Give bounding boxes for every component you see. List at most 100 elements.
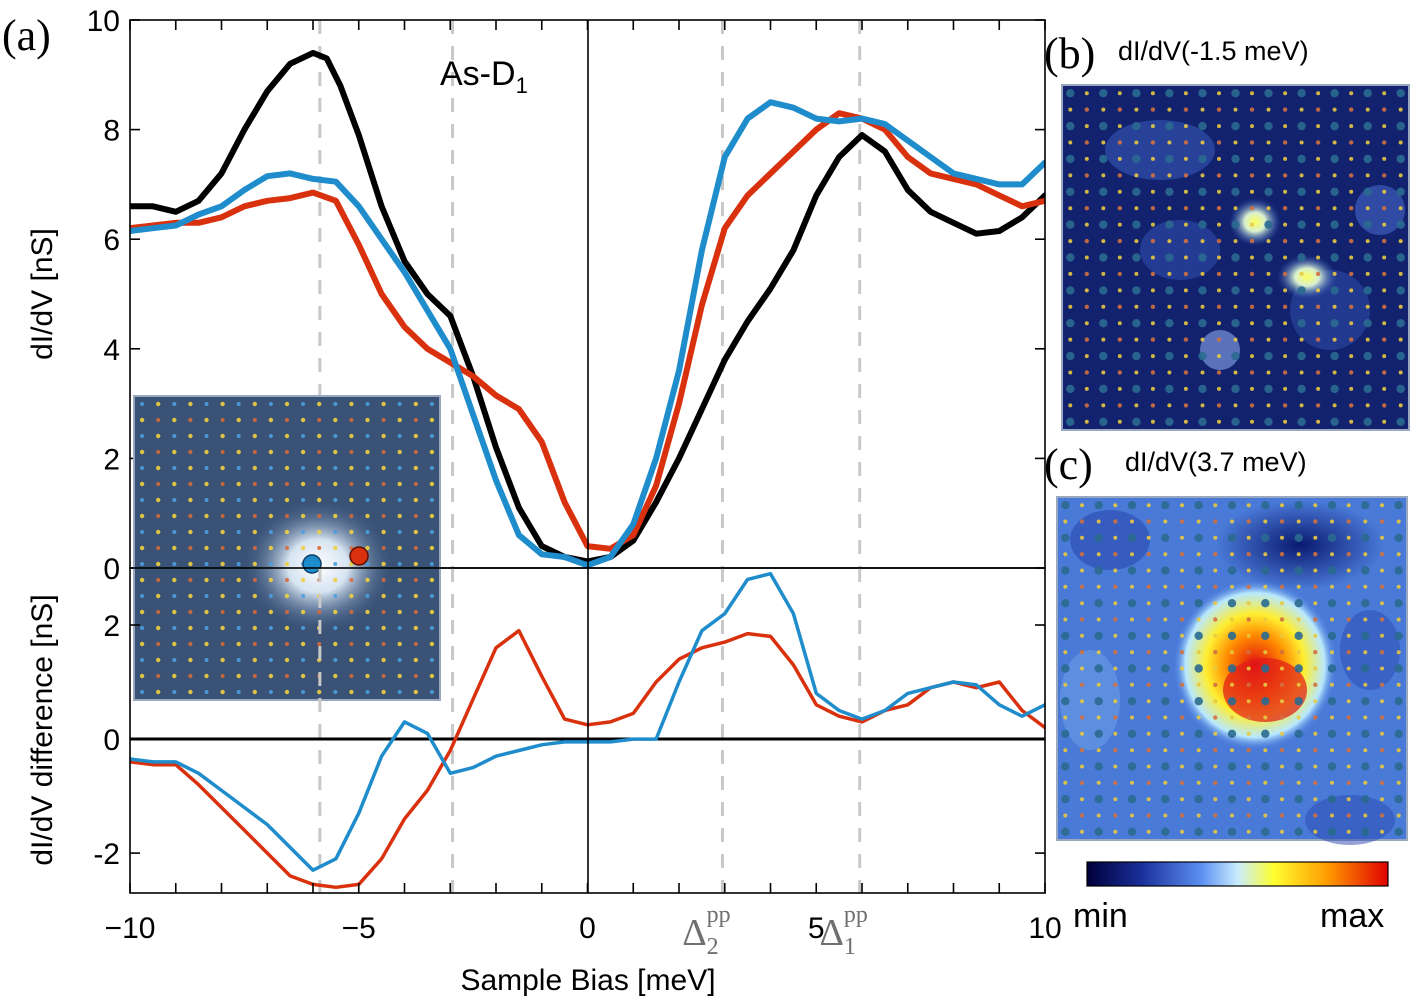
lattice-atom bbox=[1134, 370, 1139, 375]
lattice-atom bbox=[1299, 403, 1304, 408]
lattice-atom bbox=[1396, 286, 1405, 295]
lattice-atom bbox=[1196, 650, 1201, 655]
lattice-atom bbox=[429, 690, 434, 694]
lattice-atom bbox=[1363, 286, 1372, 295]
lattice-atom bbox=[1349, 321, 1354, 326]
lattice-atom bbox=[381, 578, 386, 582]
lattice-atom bbox=[1346, 650, 1351, 655]
lattice-atom bbox=[397, 690, 402, 694]
lattice-atom bbox=[1313, 535, 1318, 540]
lattice-atom bbox=[381, 657, 386, 663]
lattice-atom bbox=[1066, 220, 1075, 229]
xtick-label: 5 bbox=[808, 912, 825, 945]
lattice-atom bbox=[204, 402, 209, 406]
lattice-atom bbox=[268, 402, 273, 406]
lattice-atom bbox=[1282, 107, 1288, 112]
lattice-atom bbox=[1194, 501, 1203, 510]
lattice-atom bbox=[1146, 519, 1151, 524]
lattice-atom bbox=[1313, 552, 1318, 557]
lattice-atom bbox=[349, 529, 354, 535]
lattice-atom bbox=[1216, 337, 1222, 342]
lattice-atom bbox=[1213, 503, 1218, 508]
lattice-atom bbox=[236, 545, 241, 551]
lattice-atom bbox=[429, 417, 435, 423]
lattice-atom bbox=[1316, 354, 1321, 359]
lattice-atom bbox=[397, 641, 402, 647]
lattice-atom bbox=[1346, 503, 1351, 508]
lattice-atom bbox=[236, 498, 241, 502]
lattice-atom bbox=[1315, 140, 1321, 145]
lattice-atom bbox=[140, 530, 145, 534]
lattice-atom bbox=[1113, 666, 1118, 671]
lattice-atom bbox=[1179, 748, 1185, 753]
lattice-atom bbox=[1163, 748, 1168, 753]
lattice-atom bbox=[204, 673, 209, 679]
lattice-atom bbox=[1316, 255, 1321, 260]
lattice-atom bbox=[1382, 288, 1387, 293]
lattice-atom bbox=[1346, 617, 1351, 622]
lattice-atom bbox=[204, 417, 209, 423]
lattice-atom bbox=[1263, 748, 1268, 753]
lattice-atom bbox=[1249, 403, 1255, 408]
lattice-atom bbox=[1213, 666, 1218, 671]
lattice-atom bbox=[1294, 566, 1303, 575]
top-ytick-label: 2 bbox=[103, 443, 120, 476]
lattice-atom bbox=[1349, 156, 1354, 161]
lattice-atom bbox=[284, 497, 290, 503]
lattice-atom bbox=[1061, 795, 1070, 804]
lattice-atom bbox=[172, 609, 177, 615]
lattice-atom bbox=[333, 417, 338, 423]
lattice-atom bbox=[1294, 697, 1303, 706]
lattice-atom bbox=[1297, 89, 1306, 98]
lattice-atom bbox=[172, 449, 177, 455]
lattice-atom bbox=[1099, 253, 1108, 262]
lattice-atom bbox=[1330, 682, 1334, 687]
lattice-atom bbox=[1150, 354, 1155, 359]
lattice-atom bbox=[301, 690, 306, 694]
lattice-atom bbox=[1099, 319, 1108, 328]
lattice-atom bbox=[1315, 370, 1321, 375]
lattice-atom bbox=[413, 497, 418, 503]
lattice-atom bbox=[1167, 271, 1172, 276]
lattice-atom bbox=[156, 578, 161, 582]
inset-blue-marker bbox=[302, 554, 322, 574]
lattice-atom bbox=[1327, 599, 1337, 608]
lattice-atom bbox=[1200, 206, 1205, 211]
lattice-atom bbox=[1213, 584, 1218, 589]
lattice-atom bbox=[1280, 503, 1284, 508]
lattice-atom bbox=[1127, 729, 1137, 738]
lattice-atom bbox=[236, 626, 241, 630]
lattice-atom bbox=[1227, 729, 1237, 738]
lattice-atom bbox=[172, 641, 177, 647]
lattice-atom bbox=[1183, 419, 1188, 424]
lattice-atom bbox=[1094, 664, 1103, 673]
lattice-atom bbox=[1134, 337, 1139, 342]
lattice-atom bbox=[1167, 337, 1172, 342]
lattice-atom bbox=[1266, 271, 1271, 276]
lattice-atom bbox=[397, 577, 402, 583]
lattice-atom bbox=[333, 481, 338, 487]
lattice-atom bbox=[1180, 633, 1184, 638]
lattice-atom bbox=[1363, 154, 1372, 164]
lattice-atom bbox=[1183, 337, 1189, 342]
lattice-atom bbox=[1066, 121, 1075, 131]
lattice-atom bbox=[1066, 286, 1075, 295]
lattice-atom bbox=[140, 402, 145, 406]
lattice-atom bbox=[349, 497, 354, 503]
lattice-atom bbox=[333, 498, 338, 502]
lattice-atom bbox=[1130, 650, 1134, 655]
lattice-atom bbox=[1180, 699, 1184, 704]
lattice-atom bbox=[1398, 140, 1403, 145]
lattice-atom bbox=[1379, 715, 1385, 720]
lattice-atom bbox=[1183, 386, 1188, 391]
lattice-atom bbox=[1084, 337, 1090, 342]
lattice-atom bbox=[317, 450, 322, 454]
lattice-atom bbox=[349, 433, 354, 439]
lattice-atom bbox=[1246, 780, 1251, 785]
lattice-atom bbox=[1396, 584, 1401, 589]
lattice-atom bbox=[1379, 780, 1385, 785]
lattice-atom bbox=[1183, 370, 1189, 375]
lattice-atom bbox=[1084, 189, 1089, 194]
map-c-title: dI/dV(3.7 meV) bbox=[1125, 447, 1307, 477]
